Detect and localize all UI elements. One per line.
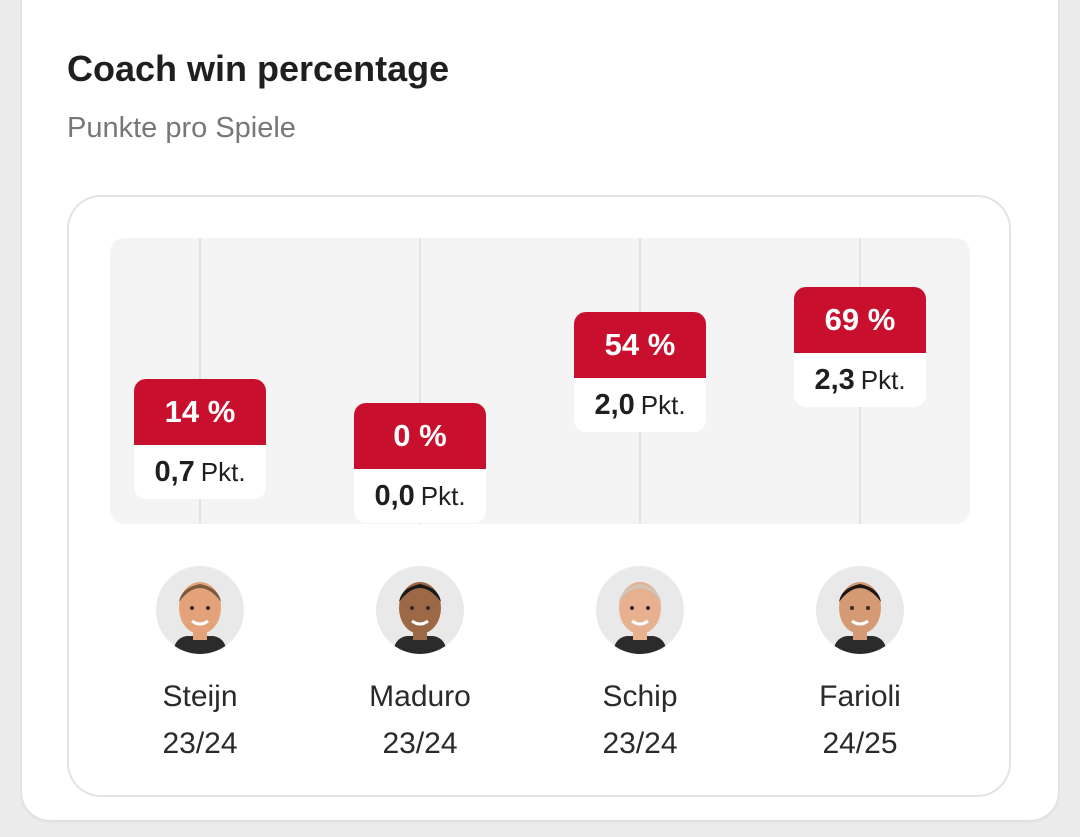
coach-season: 24/25 [822,727,898,760]
coach-avatar [816,566,904,654]
points-label: 2,0 Pkt. [574,378,706,432]
coach-name: Steijn [162,680,238,713]
points-label: 0,0 Pkt. [354,469,486,523]
points-unit: Pkt. [640,389,686,420]
points-unit: Pkt. [200,456,246,487]
coach-season: 23/24 [162,727,238,760]
coach-name: Maduro [369,680,471,713]
coach-avatar [376,566,464,654]
points-value: 0,0 [374,479,415,512]
coach-name: Schip [602,680,678,713]
points-label: 0,7 Pkt. [134,445,266,499]
points-value: 0,7 [154,455,195,488]
gridline [419,238,421,524]
win-percentage-label: 14 % [134,379,266,445]
points-value: 2,3 [814,363,855,396]
coach-avatar [156,566,244,654]
win-percentage-label: 69 % [794,287,926,353]
coach-season: 23/24 [602,727,678,760]
chart-subtitle: Punkte pro Spiele [67,112,296,144]
bar-badge: 69 % 2,3 Pkt. [794,287,926,407]
points-label: 2,3 Pkt. [794,353,926,407]
chart-title: Coach win percentage [67,48,450,89]
points-unit: Pkt. [860,364,906,395]
bar-badge: 0 % 0,0 Pkt. [354,403,486,523]
win-percentage-label: 0 % [354,403,486,469]
coach-name: Farioli [819,680,901,713]
points-unit: Pkt. [420,480,466,511]
coach-avatar [596,566,684,654]
win-percentage-label: 54 % [574,312,706,378]
coach-season: 23/24 [382,727,458,760]
bar-badge: 14 % 0,7 Pkt. [134,379,266,499]
points-value: 2,0 [594,388,635,421]
bar-badge: 54 % 2,0 Pkt. [574,312,706,432]
